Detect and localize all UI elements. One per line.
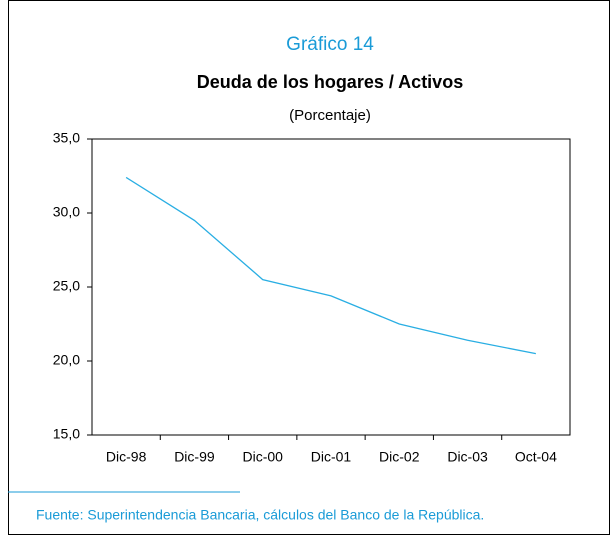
unit-label: (Porcentaje)	[289, 107, 371, 124]
x-tick-label: Dic-02	[379, 449, 420, 465]
x-tick-label: Oct-04	[515, 449, 557, 465]
x-tick-label: Dic-98	[106, 449, 147, 465]
y-tick-label: 25,0	[53, 278, 80, 294]
y-tick-label: 35,0	[53, 130, 80, 146]
x-tick-label: Dic-00	[242, 449, 283, 465]
x-tick-label: Dic-01	[311, 449, 352, 465]
chart-subtitle: Deuda de los hogares / Activos	[197, 72, 463, 92]
plot-area	[91, 138, 571, 436]
y-tick-label: 15,0	[53, 426, 80, 442]
x-tick-label: Dic-99	[174, 449, 215, 465]
chart-title: Gráfico 14	[286, 34, 374, 55]
data-line	[125, 176, 536, 355]
y-tick-label: 20,0	[53, 352, 80, 368]
source-note: Fuente: Superintendencia Bancaria, cálcu…	[36, 507, 484, 523]
y-tick-label: 30,0	[53, 204, 80, 220]
x-tick-label: Dic-03	[447, 449, 488, 465]
